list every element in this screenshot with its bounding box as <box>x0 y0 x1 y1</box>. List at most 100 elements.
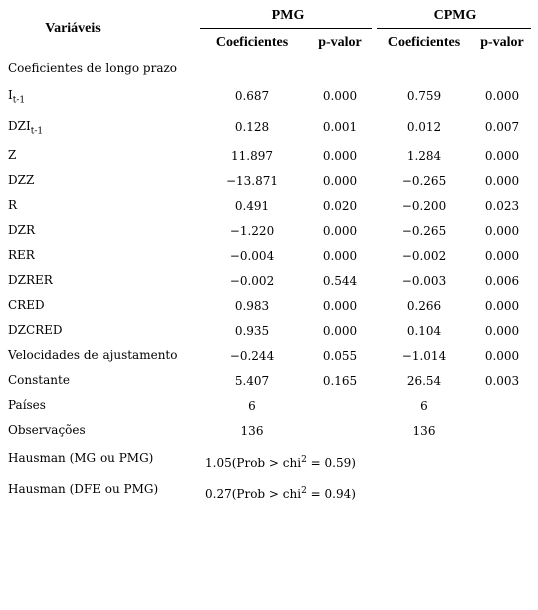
row-label: It-1 <box>8 88 25 107</box>
cell: 0.000 <box>484 299 520 313</box>
row-label: DZZ <box>8 173 34 187</box>
cell: −0.265 <box>401 224 447 238</box>
cell: 0.000 <box>322 149 358 163</box>
cell: 0.128 <box>234 120 270 134</box>
label-text: Países <box>8 398 46 412</box>
cell: 0.001 <box>322 120 358 134</box>
label-text: Z <box>8 148 17 162</box>
hausman-text: (Prob > chi <box>231 487 302 501</box>
cell: 5.407 <box>234 374 270 388</box>
cell: 0.000 <box>484 224 520 238</box>
hausman-number: 0.27 <box>205 487 232 501</box>
cell: 0.687 <box>234 89 270 103</box>
cell: 0.935 <box>234 324 270 338</box>
label-subscript: t-1 <box>30 126 44 137</box>
row-label: DZIt-1 <box>8 119 43 138</box>
label-text: RER <box>8 248 35 262</box>
cell: 0.491 <box>234 199 270 213</box>
cell: −0.003 <box>401 274 447 288</box>
cell: 0.266 <box>406 299 442 313</box>
hausman-sup: 2 <box>301 455 307 465</box>
label-text: DZRER <box>8 273 53 287</box>
hausman-rest: = 0.59) <box>306 456 356 470</box>
row-label: Velocidades de ajustamento <box>8 348 177 362</box>
cell: −0.002 <box>401 249 447 263</box>
cell: 0.000 <box>322 89 358 103</box>
cell: 0.000 <box>322 174 358 188</box>
cell: 0.006 <box>484 274 520 288</box>
cell: 0.023 <box>484 199 520 213</box>
row-label: RER <box>8 248 35 262</box>
label-text: DZR <box>8 223 35 237</box>
column-header: p-valor <box>480 35 524 50</box>
hausman-sup: 2 <box>301 486 307 496</box>
cell: −13.871 <box>225 174 279 188</box>
cell: 0.000 <box>484 89 520 103</box>
label-text: I <box>8 88 13 102</box>
label-text: DZCRED <box>8 323 63 337</box>
column-header: p-valor <box>318 35 362 50</box>
cell: 0.000 <box>484 249 520 263</box>
row-label: DZCRED <box>8 323 63 337</box>
cell: 0.000 <box>484 174 520 188</box>
cell: 0.020 <box>322 199 358 213</box>
cell: 0.759 <box>406 89 442 103</box>
hausman-text: (Prob > chi <box>231 456 302 470</box>
cell: 0.000 <box>322 299 358 313</box>
row-label: Países <box>8 398 46 412</box>
cell: 0.000 <box>484 349 520 363</box>
cell: 11.897 <box>231 149 273 163</box>
cell: −0.244 <box>229 349 275 363</box>
cell: 0.165 <box>322 374 358 388</box>
hausman-rest: = 0.94) <box>306 487 356 501</box>
cell: 0.003 <box>484 374 520 388</box>
section-label: Coeficientes de longo prazo <box>8 61 178 75</box>
cell: −0.002 <box>229 274 275 288</box>
cell: 0.000 <box>484 324 520 338</box>
cell: 0.000 <box>322 324 358 338</box>
group-header: CPMG <box>433 8 477 23</box>
cell: 0.000 <box>484 149 520 163</box>
cell: −0.200 <box>401 199 447 213</box>
cell: 1.284 <box>406 149 442 163</box>
row-label: Constante <box>8 373 70 387</box>
cell: 26.54 <box>406 374 442 388</box>
row-label: CRED <box>8 298 45 312</box>
label-subscript: t-1 <box>12 95 26 106</box>
cell: 0.055 <box>322 349 358 363</box>
row-label: DZRER <box>8 273 53 287</box>
column-header: Coeficientes <box>215 35 289 50</box>
cell: 0.007 <box>484 120 520 134</box>
label-text: DZI <box>8 119 31 133</box>
cell: 6 <box>248 399 256 413</box>
label-text: Velocidades de ajustamento <box>8 348 178 362</box>
cell: −1.220 <box>229 224 275 238</box>
hausman-value: 1.05(Prob > chi2 = 0.59) <box>205 453 356 470</box>
cell: 6 <box>420 399 428 413</box>
row-label: Z <box>8 148 16 162</box>
column-header: Coeficientes <box>387 35 461 50</box>
cell: 0.000 <box>322 224 358 238</box>
cell: 0.012 <box>406 120 442 134</box>
row-label: R <box>8 198 17 212</box>
cell: −0.004 <box>229 249 275 263</box>
row-label: Observações <box>8 423 86 437</box>
cell: −1.014 <box>401 349 447 363</box>
cell: 136 <box>240 424 264 438</box>
cell: −0.265 <box>401 174 447 188</box>
label-text: Observações <box>8 423 86 437</box>
cell: 0.983 <box>234 299 270 313</box>
label-text: CRED <box>8 298 45 312</box>
group-header: PMG <box>271 8 305 23</box>
label-text: DZZ <box>8 173 35 187</box>
hausman-label: Hausman (DFE ou PMG) <box>8 482 159 496</box>
group-rule <box>377 28 531 29</box>
label-text: R <box>8 198 18 212</box>
hausman-value: 0.27(Prob > chi2 = 0.94) <box>205 484 356 501</box>
hausman-label: Hausman (MG ou PMG) <box>8 451 154 465</box>
cell: 0.544 <box>322 274 358 288</box>
group-rule <box>200 28 372 29</box>
hausman-number: 1.05 <box>205 456 232 470</box>
header-variables: Variáveis <box>45 21 101 36</box>
